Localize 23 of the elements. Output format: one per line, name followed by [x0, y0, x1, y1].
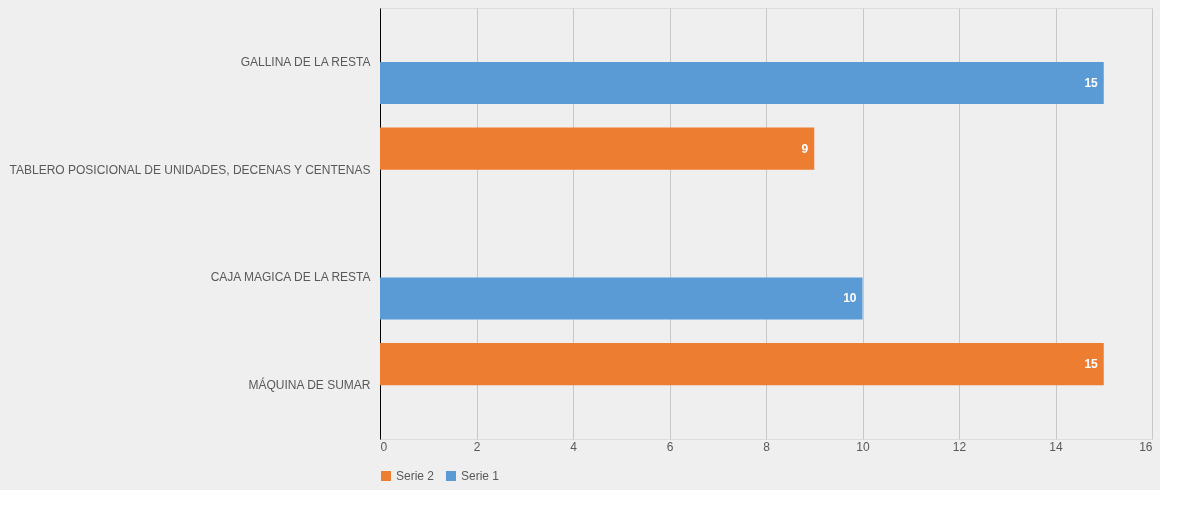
x-tick-label: 8 — [763, 439, 771, 454]
data-label: 15 — [1084, 75, 1099, 90]
x-tick-label: 6 — [666, 439, 674, 454]
y-tick-label: GALLINA DE LA RESTA — [240, 54, 371, 69]
bar — [380, 127, 815, 170]
x-tick-label: 16 — [1139, 439, 1153, 454]
data-label: 9 — [801, 141, 809, 156]
legend-label: Serie 1 — [461, 469, 500, 483]
x-tick-label: 14 — [1049, 439, 1063, 454]
bar — [380, 277, 863, 320]
bar — [380, 61, 1104, 105]
y-tick-label: MÁQUINA DE SUMAR — [248, 377, 371, 393]
bar — [380, 342, 1104, 386]
x-tick-label: 4 — [570, 439, 578, 454]
x-tick-label: 12 — [952, 439, 967, 454]
x-tick-label: 2 — [473, 439, 481, 454]
data-label: 10 — [843, 291, 857, 306]
legend-label: Serie 2 — [396, 469, 435, 483]
x-tick-label: 10 — [856, 439, 870, 454]
y-tick-label: TABLERO POSICIONAL DE UNIDADES, DECENAS Y CENTENAS — [9, 162, 371, 177]
x-tick-label: 0 — [380, 439, 388, 454]
y-tick-label: CAJA MAGICA DE LA RESTA — [210, 270, 371, 285]
data-label: 15 — [1084, 357, 1099, 372]
